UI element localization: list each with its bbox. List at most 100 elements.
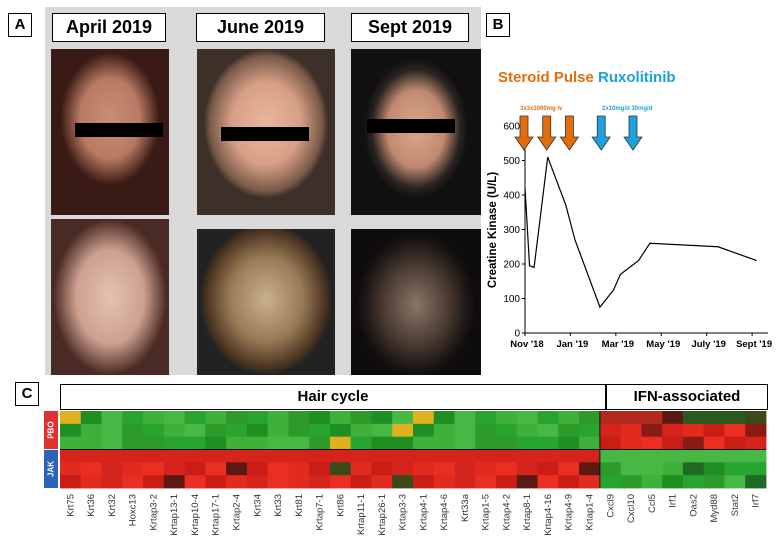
gene-label: Hoxc13 (128, 494, 139, 526)
gene-label: Krt33 (273, 494, 284, 517)
heatmap-cell (599, 475, 622, 489)
heatmap-cell (724, 411, 746, 425)
heatmap-cell (454, 475, 476, 489)
creatine-kinase-chart: 0 100 200 300 400 500 600 Nov '18 Jan '19 Mar '1… (487, 115, 772, 350)
heatmap-cell (703, 475, 725, 489)
heatmap-cell (392, 449, 414, 463)
heatmap-cell (475, 462, 497, 476)
heatmap-cell (433, 475, 455, 489)
heatmap-cell (475, 449, 497, 463)
gene-label: Krtap1-5 (481, 494, 492, 530)
heatmap-cell (80, 475, 102, 489)
x-tick-label: Sept '19 (736, 339, 772, 350)
gene-label: Irf7 (751, 494, 762, 508)
x-tick-label: Nov '18 (510, 339, 543, 350)
heatmap-cell (246, 423, 269, 438)
heatmap-cell (288, 436, 310, 450)
heatmap-cell (413, 411, 435, 425)
heatmap-cell (163, 411, 185, 425)
heatmap-cell (267, 423, 289, 438)
heatmap-cell (143, 449, 165, 463)
heatmap-cell (641, 462, 663, 476)
heatmap-cell (101, 462, 123, 476)
heatmap-cell (599, 449, 622, 463)
heatmap-cell (496, 475, 518, 489)
heatmap-cell (703, 423, 725, 438)
heatmap-cell (60, 462, 82, 476)
heatmap-cell (309, 436, 331, 450)
heatmap-cell (620, 449, 642, 463)
heatmap-cell (143, 475, 165, 489)
heatmap-cell (641, 436, 663, 450)
heatmap-cell (413, 462, 435, 476)
heatmap-cell (288, 411, 310, 425)
x-tick-label: Mar '19 (602, 339, 634, 350)
ruxolitinib-arrow (623, 115, 643, 151)
heatmap-cell (475, 475, 497, 489)
y-tick-label: 100 (503, 294, 520, 305)
heatmap-cell (537, 411, 559, 425)
gene-label: Ccl5 (647, 494, 658, 513)
heatmap-cell (475, 411, 497, 425)
heatmap-cell (101, 423, 123, 438)
heatmap-cell (496, 411, 518, 425)
heatmap-cell (184, 449, 206, 463)
steroid-pulse-arrow (536, 115, 557, 151)
heatmap-cell (392, 411, 414, 425)
heatmap-cell (620, 423, 642, 438)
heatmap-cell (579, 411, 601, 425)
heatmap-cell (641, 423, 663, 438)
privacy-bar (221, 127, 309, 141)
heatmap-cell (226, 449, 248, 463)
steroid-pulse-arrow (559, 115, 580, 151)
gene-label: Krtap17-1 (211, 494, 222, 536)
heatmap-cell (682, 423, 705, 438)
heatmap-cell (392, 436, 414, 450)
date-label-sept: Sept 2019 (351, 13, 469, 42)
heatmap-cell (703, 436, 725, 450)
heatmap-cell (392, 462, 414, 476)
heatmap-cell (288, 449, 310, 463)
heatmap-cell (724, 449, 746, 463)
gene-label: Krtap10-4 (190, 494, 201, 536)
x-tick-label: July '19 (691, 339, 725, 350)
heatmap-cell (537, 436, 559, 450)
heatmap-cell (703, 411, 725, 425)
y-tick-label: 500 (503, 156, 520, 167)
heatmap-cell (350, 462, 372, 476)
heatmap-cell (599, 462, 622, 476)
heatmap-cell (537, 462, 559, 476)
heatmap-cell (537, 449, 559, 463)
heatmap-cell (579, 462, 601, 476)
heatmap-cell (579, 449, 601, 463)
heatmap-cell (309, 449, 331, 463)
heatmap-cell (558, 475, 580, 489)
panel-c-label: C (15, 382, 39, 406)
heatmap-cell (641, 475, 663, 489)
heatmap-cell (163, 436, 185, 450)
heatmap-cell (246, 449, 269, 463)
gene-label: Krtap26-1 (377, 494, 388, 536)
heatmap-cell (122, 475, 144, 489)
heatmap-cell (537, 475, 559, 489)
steroid-pulse-label: Steroid Pulse (498, 69, 594, 86)
heatmap-cell (371, 436, 393, 450)
heatmap-cell (226, 423, 248, 438)
heatmap-cell (60, 411, 82, 425)
y-tick-label: 400 (503, 191, 520, 202)
heatmap-cell (579, 423, 601, 438)
heatmap-cell (745, 423, 767, 438)
heatmap-cell (309, 423, 331, 438)
heatmap-cell (662, 475, 684, 489)
y-tick-label: 600 (503, 122, 520, 133)
heatmap-cell (205, 449, 227, 463)
steroid-pulse-arrow (514, 115, 534, 151)
gene-label: Cxcl10 (626, 494, 637, 523)
heatmap-cell (620, 411, 642, 425)
heatmap-cell (413, 436, 435, 450)
heatmap-cell (433, 436, 455, 450)
heatmap-cell (516, 462, 538, 476)
heatmap-cell (143, 423, 165, 438)
heatmap-cell (558, 423, 580, 438)
ck-series-line (524, 156, 757, 309)
